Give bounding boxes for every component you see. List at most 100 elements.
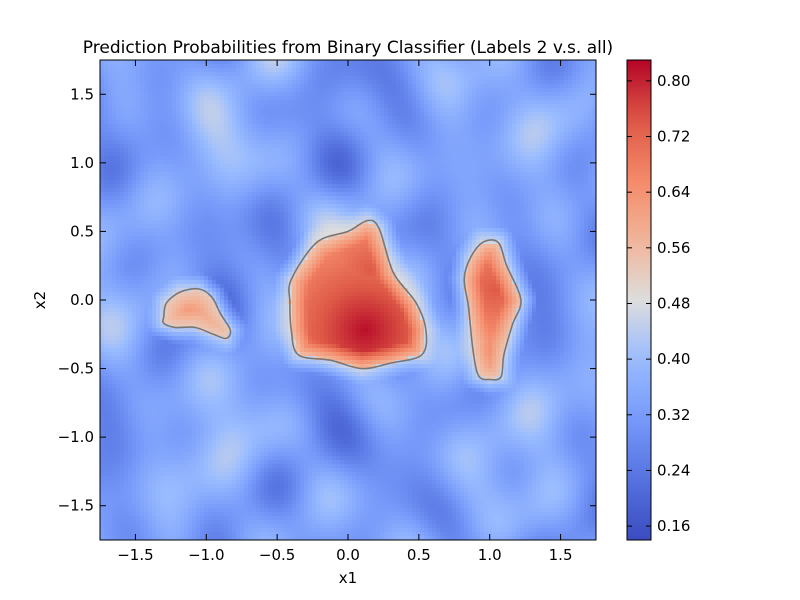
heatmap-cell [396,156,401,161]
heatmap-cell [296,72,301,77]
heatmap-cell [476,152,481,157]
heatmap-cell [376,148,381,153]
heatmap-cell [156,112,161,117]
heatmap-cell [332,168,337,173]
heatmap-cell [220,200,225,205]
heatmap-cell [304,140,309,145]
heatmap-cell [540,76,545,81]
heatmap-cell [160,192,165,197]
heatmap-cell [160,92,165,97]
heatmap-cell [492,184,497,189]
heatmap-cell [444,84,449,89]
heatmap-cell [312,64,317,69]
heatmap-cell [108,184,113,189]
heatmap-cell [588,160,593,165]
heatmap-cell [112,108,117,113]
heatmap-cell [464,196,469,201]
heatmap-cell [212,112,217,117]
heatmap-cell [428,92,433,97]
heatmap-cell [376,108,381,113]
heatmap-cell [528,80,533,85]
heatmap-cell [508,184,513,189]
heatmap-cell [316,92,321,97]
heatmap-cell [276,204,281,209]
heatmap-cell [244,152,249,157]
heatmap-cell [164,196,169,201]
heatmap-cell [240,120,245,125]
heatmap-cell [440,136,445,141]
heatmap-cell [420,92,425,97]
heatmap-cell [412,120,417,125]
heatmap-cell [408,76,413,81]
heatmap-cell [476,132,481,137]
heatmap-cell [452,200,457,205]
heatmap-cell [284,64,289,69]
heatmap-cell [464,200,469,205]
heatmap-cell [312,208,317,213]
heatmap-cell [472,60,477,65]
heatmap-cell [424,184,429,189]
heatmap-cell [464,128,469,133]
heatmap-cell [284,76,289,81]
heatmap-cell [548,140,553,145]
heatmap-cell [168,180,173,185]
heatmap-cell [436,176,441,181]
heatmap-cell [284,180,289,185]
heatmap-cell [524,60,529,65]
heatmap-cell [396,96,401,101]
heatmap-cell [100,128,105,133]
heatmap-cell [348,60,353,65]
heatmap-cell [160,72,165,77]
heatmap-cell [196,140,201,145]
heatmap-cell [372,140,377,145]
heatmap-cell [412,212,417,217]
heatmap-cell [140,60,145,65]
heatmap-cell [280,172,285,177]
heatmap-cell [444,108,449,113]
heatmap-cell [264,172,269,177]
heatmap-cell [580,132,585,137]
heatmap-cell [588,80,593,85]
heatmap-cell [344,160,349,165]
heatmap-cell [492,192,497,197]
heatmap-cell [588,112,593,117]
heatmap-cell [212,68,217,73]
heatmap-cell [460,168,465,173]
heatmap-cell [276,172,281,177]
heatmap-cell [208,136,213,141]
heatmap-cell [324,132,329,137]
heatmap-cell [336,160,341,165]
heatmap-cell [528,100,533,105]
heatmap-cell [312,212,317,217]
heatmap-cell [548,104,553,109]
heatmap-cell [172,184,177,189]
heatmap-cell [332,64,337,69]
heatmap-cell [436,128,441,133]
heatmap-cell [160,184,165,189]
heatmap-cell [140,100,145,105]
heatmap-cell [456,160,461,165]
heatmap-cell [204,136,209,141]
heatmap-cell [184,168,189,173]
heatmap-cell [544,112,549,117]
heatmap-cell [444,152,449,157]
heatmap-cell [228,196,233,201]
heatmap-cell [340,172,345,177]
heatmap-cell [308,140,313,145]
heatmap-cell [544,84,549,89]
heatmap-cell [108,188,113,193]
heatmap-cell [452,128,457,133]
heatmap-cell [180,152,185,157]
heatmap-cell [368,68,373,73]
heatmap-cell [568,84,573,89]
heatmap-cell [436,100,441,105]
heatmap-cell [204,148,209,153]
heatmap-cell [404,196,409,201]
heatmap-cell [432,104,437,109]
heatmap-cell [216,156,221,161]
heatmap-cell [524,108,529,113]
heatmap-cell [592,84,597,89]
heatmap-cell [180,112,185,117]
heatmap-cell [508,136,513,141]
heatmap-cell [520,136,525,141]
